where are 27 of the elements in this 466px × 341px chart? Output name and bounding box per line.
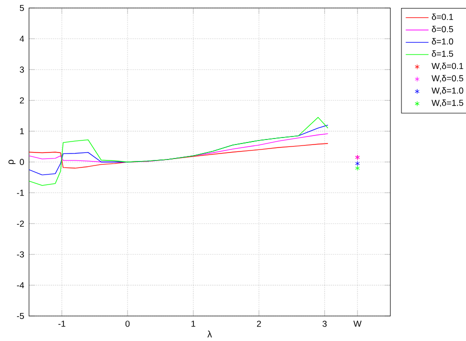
legend-label: δ=1.0 <box>432 38 454 45</box>
legend-label: δ=1.5 <box>432 50 454 57</box>
legend-label: δ=0.1 <box>432 14 454 20</box>
x-tick-label: 3 <box>322 320 327 327</box>
x-tick-label: 2 <box>256 320 261 327</box>
x-axis-title: λ <box>207 330 212 338</box>
legend-label: W,δ=1.0 <box>432 87 464 95</box>
legend-label: W,δ=0.1 <box>432 62 464 70</box>
y-tick-label: 2 <box>20 97 24 104</box>
y-tick-label: 5 <box>20 4 24 12</box>
legend-label: δ=0.5 <box>432 26 454 32</box>
y-tick-label: -2 <box>16 220 24 227</box>
y-axis-title: ρ <box>8 160 16 164</box>
x-tick-label: -1 <box>58 320 66 327</box>
y-tick-label: 0 <box>20 158 24 166</box>
legend-label: W,δ=1.5 <box>432 100 464 107</box>
legend-label: W,δ=0.5 <box>432 74 464 82</box>
x-tick-label: 0 <box>125 320 130 327</box>
y-tick-label: -3 <box>16 251 24 258</box>
y-tick-label: 4 <box>20 36 24 42</box>
y-tick-label: -4 <box>16 282 24 288</box>
y-tick-label: -1 <box>16 190 24 196</box>
y-tick-label: 3 <box>20 66 24 73</box>
y-tick-label: 1 <box>20 128 24 134</box>
x-tick-label: W <box>353 320 362 327</box>
x-tick-label: 1 <box>192 320 196 327</box>
y-tick-label: -5 <box>16 312 24 320</box>
